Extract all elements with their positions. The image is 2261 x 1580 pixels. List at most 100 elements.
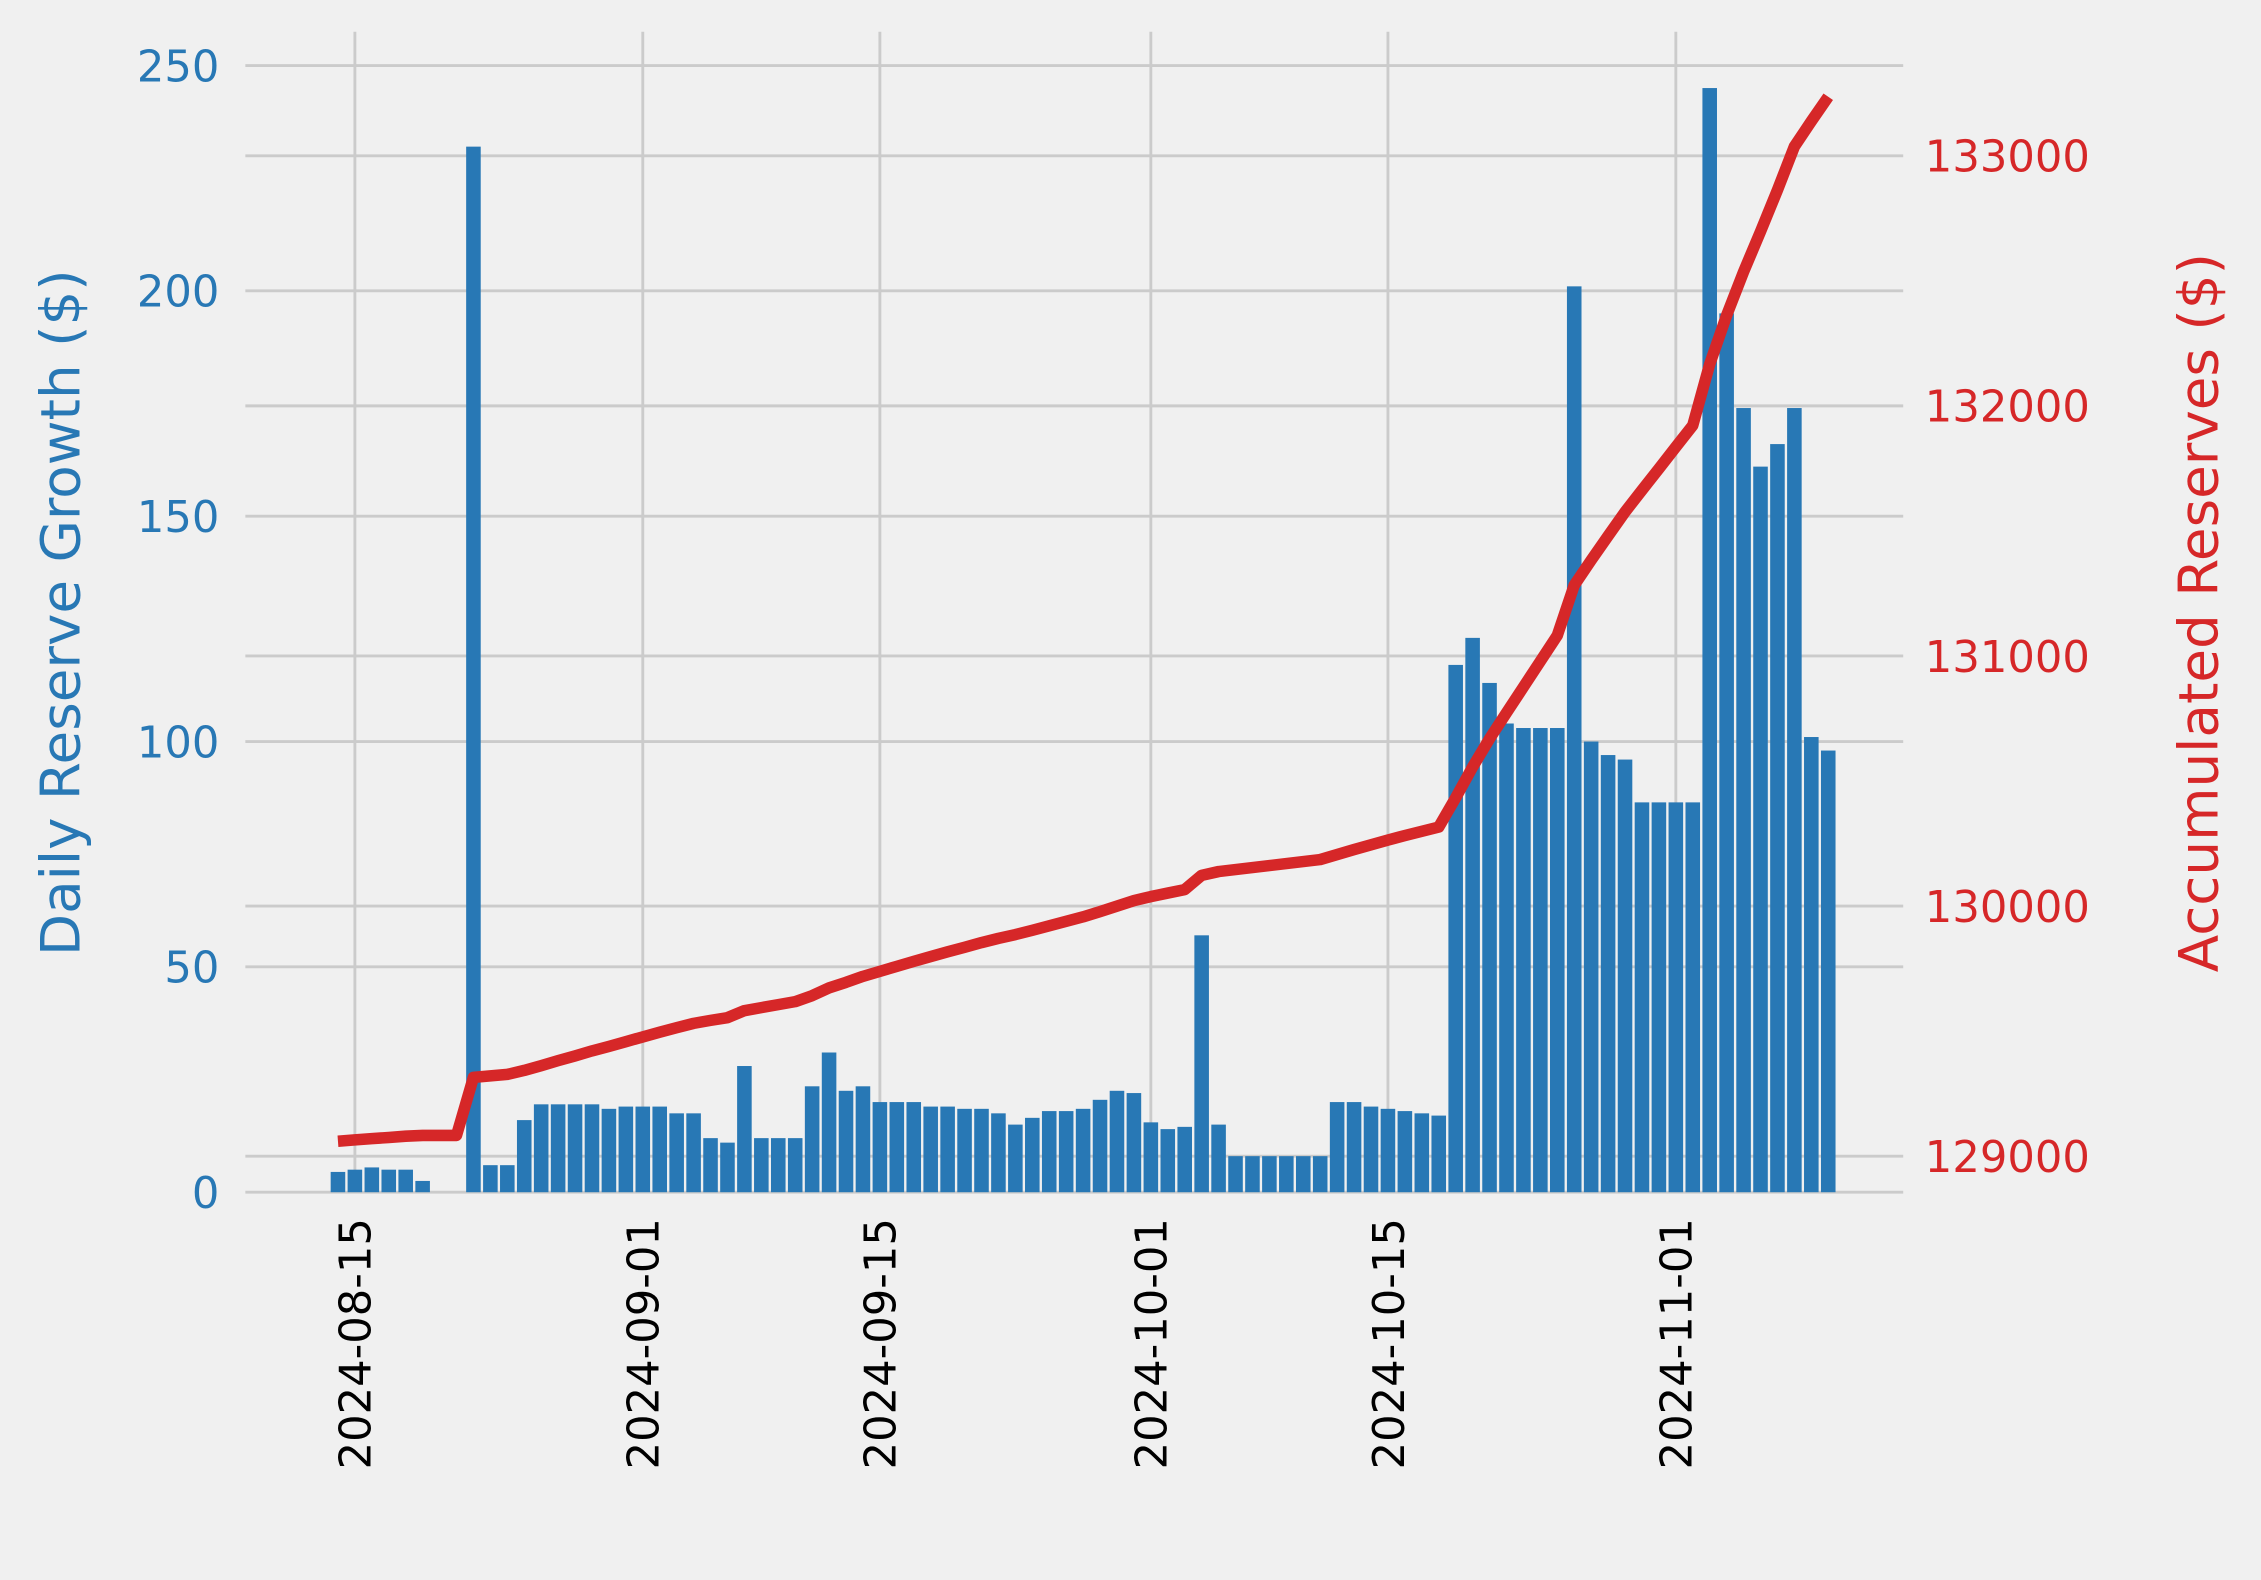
bar — [1008, 1124, 1023, 1193]
bar — [500, 1165, 515, 1193]
bar — [415, 1180, 430, 1193]
y-axis-label: Daily Reserve Growth ($) — [29, 269, 93, 956]
bar — [1685, 802, 1701, 1193]
y2-tick-label: 129000 — [1925, 1133, 2090, 1183]
y-tick-label: 150 — [137, 493, 220, 543]
bar — [1228, 1156, 1243, 1193]
line — [337, 93, 1833, 1147]
bar — [1279, 1156, 1294, 1193]
bar — [347, 1169, 363, 1193]
bar — [906, 1102, 922, 1193]
bar — [991, 1113, 1006, 1193]
bar — [1753, 466, 1768, 1193]
bar — [703, 1138, 718, 1193]
bar — [1600, 755, 1616, 1193]
bar — [1075, 1108, 1091, 1193]
bar — [923, 1106, 938, 1193]
bar — [821, 1052, 837, 1193]
bar — [1414, 1113, 1430, 1193]
grid — [245, 31, 1904, 1194]
y-tick-label: 250 — [137, 42, 220, 92]
bar — [1787, 408, 1802, 1193]
bar — [686, 1113, 701, 1193]
labels: Daily Reserve Growth ($) Accumulated Res… — [29, 42, 2231, 1469]
bar — [754, 1138, 769, 1193]
bar — [855, 1086, 871, 1193]
bar — [838, 1090, 854, 1193]
bar — [364, 1167, 380, 1193]
bar — [635, 1106, 651, 1193]
bar — [381, 1169, 397, 1193]
y-tick-label: 200 — [137, 268, 220, 318]
bar — [1617, 759, 1633, 1193]
bar — [1380, 1108, 1396, 1193]
bar — [889, 1102, 905, 1193]
y2-tick-label: 130000 — [1925, 883, 2090, 933]
bar — [1719, 313, 1734, 1193]
bar — [1262, 1156, 1277, 1193]
bar — [1770, 444, 1785, 1193]
bar — [584, 1104, 600, 1193]
bar — [872, 1102, 888, 1193]
bar — [1126, 1093, 1142, 1193]
y2-tick-label: 131000 — [1925, 633, 2090, 683]
bar — [1448, 664, 1463, 1193]
bar — [1109, 1090, 1125, 1193]
bar — [1160, 1129, 1176, 1193]
bar — [1550, 728, 1565, 1193]
bar — [1092, 1099, 1108, 1193]
bar — [1804, 737, 1819, 1193]
bar — [1025, 1117, 1040, 1193]
bar — [533, 1104, 549, 1193]
x-tick-label: 2024-09-15 — [857, 1218, 907, 1469]
bar — [1211, 1124, 1226, 1193]
marks — [330, 88, 1836, 1193]
bar — [398, 1169, 413, 1193]
bar — [1058, 1111, 1074, 1193]
x-tick-label: 2024-11-01 — [1653, 1218, 1703, 1469]
bar — [1194, 935, 1209, 1193]
bar — [550, 1104, 566, 1193]
bar — [1346, 1102, 1362, 1193]
bar — [1820, 750, 1836, 1193]
bar — [1465, 637, 1480, 1193]
bar — [567, 1104, 583, 1193]
bar — [1516, 728, 1531, 1193]
bar — [1245, 1156, 1260, 1193]
bar — [466, 146, 481, 1193]
y2-tick-label: 132000 — [1925, 383, 2090, 433]
bar — [720, 1142, 735, 1193]
bar — [737, 1066, 752, 1193]
bar — [1499, 723, 1514, 1193]
bar — [957, 1108, 972, 1193]
bar — [770, 1138, 786, 1193]
bar — [974, 1108, 989, 1193]
bar — [1329, 1102, 1345, 1193]
x-tick-label: 2024-08-15 — [332, 1218, 382, 1469]
bar — [1143, 1122, 1159, 1193]
bar — [1702, 88, 1717, 1193]
bar — [940, 1106, 955, 1193]
y-tick-label: 0 — [192, 1169, 220, 1219]
bar — [804, 1086, 820, 1193]
bar — [1397, 1111, 1413, 1193]
y2-tick-label: 133000 — [1925, 133, 2090, 183]
bar — [787, 1138, 803, 1193]
bar — [1177, 1126, 1192, 1193]
bar — [1736, 408, 1751, 1193]
bar — [1363, 1106, 1379, 1193]
x-tick-label: 2024-10-15 — [1365, 1218, 1415, 1469]
y2-axis-label: Accumulated Reserves ($) — [2166, 253, 2230, 972]
bar — [1041, 1111, 1057, 1193]
bar — [1566, 286, 1582, 1193]
bar — [1295, 1156, 1311, 1193]
bar — [1482, 682, 1497, 1193]
bar — [1634, 802, 1650, 1193]
bar — [1431, 1115, 1447, 1193]
bar — [330, 1171, 346, 1193]
bar — [483, 1165, 498, 1193]
bar — [1312, 1156, 1328, 1193]
y-tick-label: 50 — [164, 944, 219, 994]
